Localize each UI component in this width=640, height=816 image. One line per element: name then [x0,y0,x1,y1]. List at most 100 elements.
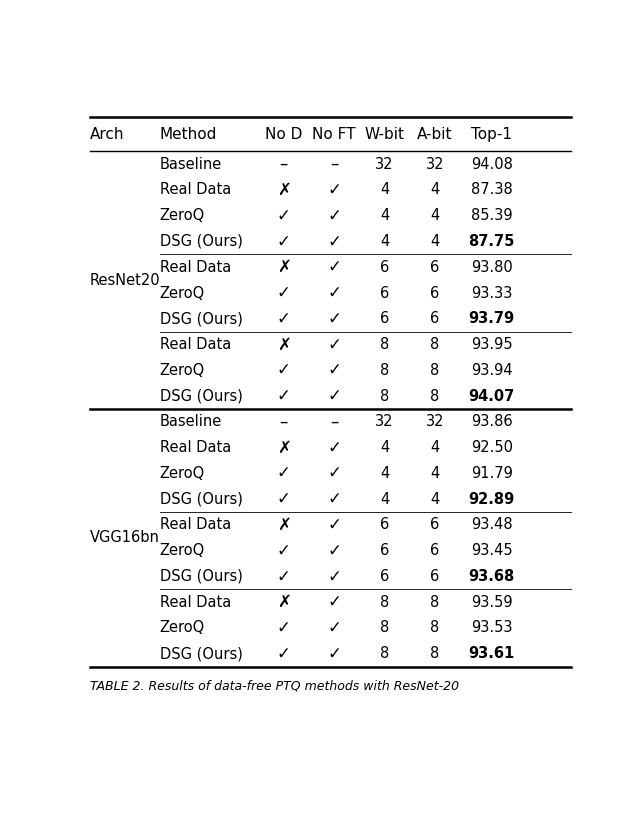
Text: ✓: ✓ [327,258,341,277]
Text: 6: 6 [380,311,389,326]
Text: 6: 6 [431,286,440,300]
Text: 32: 32 [375,157,394,171]
Text: 93.95: 93.95 [471,337,513,352]
Text: 4: 4 [431,466,440,481]
Text: ✓: ✓ [327,310,341,328]
Text: 6: 6 [380,286,389,300]
Text: ✓: ✓ [327,387,341,405]
Text: 4: 4 [431,208,440,224]
Text: 4: 4 [380,183,389,197]
Text: ResNet20: ResNet20 [90,273,160,287]
Text: 8: 8 [380,620,389,636]
Text: Real Data: Real Data [160,183,231,197]
Text: ✓: ✓ [327,490,341,508]
Text: ✓: ✓ [327,464,341,482]
Text: 92.89: 92.89 [468,491,515,507]
Text: A-bit: A-bit [417,126,453,141]
Text: 93.79: 93.79 [468,311,515,326]
Text: ✓: ✓ [327,516,341,534]
Text: 6: 6 [431,543,440,558]
Text: 6: 6 [431,569,440,584]
Text: –: – [330,413,339,431]
Text: Real Data: Real Data [160,595,231,610]
Text: ✓: ✓ [327,542,341,560]
Text: ✓: ✓ [327,593,341,611]
Text: 4: 4 [431,491,440,507]
Text: 8: 8 [431,363,440,378]
Text: 8: 8 [431,646,440,661]
Text: No FT: No FT [312,126,356,141]
Text: 94.07: 94.07 [468,388,515,404]
Text: 6: 6 [431,311,440,326]
Text: 93.86: 93.86 [471,415,513,429]
Text: 8: 8 [380,337,389,352]
Text: 93.59: 93.59 [471,595,513,610]
Text: ✓: ✓ [327,335,341,353]
Text: DSG (Ours): DSG (Ours) [160,491,243,507]
Text: ✓: ✓ [327,645,341,663]
Text: DSG (Ours): DSG (Ours) [160,388,243,404]
Text: ✓: ✓ [276,464,291,482]
Text: ✓: ✓ [276,284,291,302]
Text: ✓: ✓ [276,361,291,379]
Text: ZeroQ: ZeroQ [160,466,205,481]
Text: 93.33: 93.33 [471,286,513,300]
Text: ✓: ✓ [327,233,341,251]
Text: ✓: ✓ [276,567,291,585]
Text: ✓: ✓ [327,567,341,585]
Text: ✗: ✗ [276,258,291,277]
Text: ✓: ✓ [276,619,291,637]
Text: 8: 8 [380,363,389,378]
Text: Real Data: Real Data [160,337,231,352]
Text: Top-1: Top-1 [471,126,512,141]
Text: VGG16bn: VGG16bn [90,530,160,545]
Text: ✓: ✓ [276,310,291,328]
Text: 91.79: 91.79 [470,466,513,481]
Text: DSG (Ours): DSG (Ours) [160,569,243,584]
Text: ✗: ✗ [276,593,291,611]
Text: –: – [280,413,288,431]
Text: ✓: ✓ [276,645,291,663]
Text: ✓: ✓ [327,619,341,637]
Text: 4: 4 [380,466,389,481]
Text: 4: 4 [380,440,389,455]
Text: 4: 4 [380,208,389,224]
Text: 93.94: 93.94 [471,363,513,378]
Text: 6: 6 [380,517,389,532]
Text: 6: 6 [431,259,440,275]
Text: DSG (Ours): DSG (Ours) [160,311,243,326]
Text: Baseline: Baseline [160,157,222,171]
Text: DSG (Ours): DSG (Ours) [160,646,243,661]
Text: ✗: ✗ [276,516,291,534]
Text: 4: 4 [380,234,389,249]
Text: ✗: ✗ [276,181,291,199]
Text: ✓: ✓ [327,181,341,199]
Text: 93.80: 93.80 [471,259,513,275]
Text: 32: 32 [426,415,444,429]
Text: 87.38: 87.38 [471,183,513,197]
Text: ✗: ✗ [276,438,291,457]
Text: ZeroQ: ZeroQ [160,208,205,224]
Text: 92.50: 92.50 [470,440,513,455]
Text: ZeroQ: ZeroQ [160,286,205,300]
Text: 85.39: 85.39 [471,208,513,224]
Text: 4: 4 [431,234,440,249]
Text: 8: 8 [431,595,440,610]
Text: Real Data: Real Data [160,440,231,455]
Text: 6: 6 [380,259,389,275]
Text: ✓: ✓ [276,206,291,224]
Text: ✓: ✓ [276,387,291,405]
Text: 8: 8 [380,595,389,610]
Text: 8: 8 [431,337,440,352]
Text: ✓: ✓ [327,438,341,457]
Text: –: – [330,155,339,173]
Text: 32: 32 [426,157,444,171]
Text: 6: 6 [380,543,389,558]
Text: Real Data: Real Data [160,517,231,532]
Text: 4: 4 [431,440,440,455]
Text: 87.75: 87.75 [468,234,515,249]
Text: ZeroQ: ZeroQ [160,620,205,636]
Text: 93.45: 93.45 [471,543,513,558]
Text: 93.48: 93.48 [471,517,513,532]
Text: No D: No D [265,126,302,141]
